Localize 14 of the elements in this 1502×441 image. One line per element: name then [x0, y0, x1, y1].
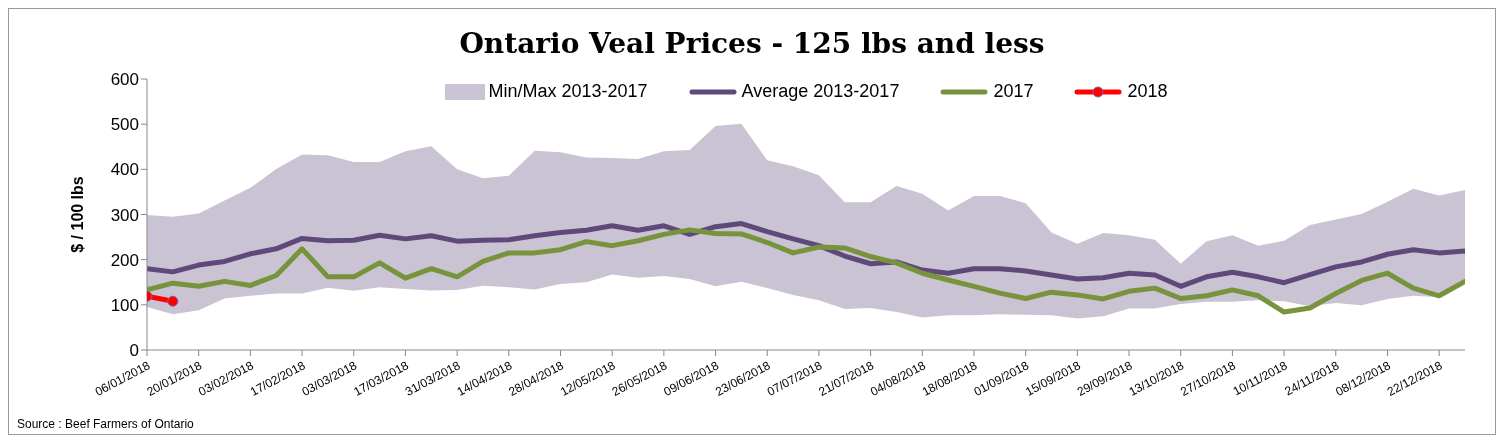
legend-label: Average 2013-2017	[741, 81, 900, 102]
y-tick-label: 0	[129, 341, 139, 361]
annotation: Min/Max 2013-2017	[488, 81, 648, 102]
legend-label: 2017	[993, 81, 1034, 102]
y-tick-label: 100	[110, 295, 139, 315]
legend-label: 2018	[1127, 81, 1168, 102]
y-tick-label: 200	[110, 250, 139, 270]
source-note: Source : Beef Farmers of Ontario	[17, 417, 194, 431]
y-tick-label: 500	[110, 115, 139, 135]
y-axis-title: $ / 100 lbs	[68, 176, 86, 253]
chart-title: Ontario Veal Prices - 125 lbs and less	[458, 27, 1046, 60]
y-tick-label: 600	[110, 70, 139, 90]
y-tick-label: 400	[110, 160, 139, 180]
y-tick-label: 300	[110, 205, 139, 225]
